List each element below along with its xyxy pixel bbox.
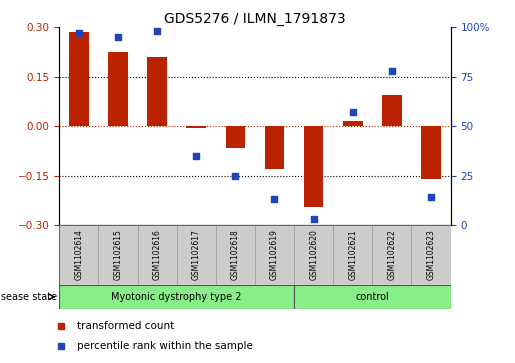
Bar [421,126,441,179]
Bar [59,285,294,309]
Text: GSM1102620: GSM1102620 [309,229,318,281]
Point [349,109,357,115]
Bar [333,225,372,285]
Bar [138,225,177,285]
Point [75,30,83,36]
Bar [343,121,363,126]
Bar [265,126,284,169]
Bar [411,225,451,285]
Bar [186,126,206,128]
Bar [372,225,411,285]
Title: GDS5276 / ILMN_1791873: GDS5276 / ILMN_1791873 [164,12,346,26]
Point [388,68,396,74]
Point [310,216,318,222]
Bar [98,225,138,285]
Bar [382,95,402,126]
Text: GSM1102622: GSM1102622 [387,230,397,280]
Bar [294,225,333,285]
Point [427,195,435,200]
Text: disease state: disease state [0,292,57,302]
Text: Myotonic dystrophy type 2: Myotonic dystrophy type 2 [111,292,242,302]
Text: control: control [355,292,389,302]
Text: GSM1102615: GSM1102615 [113,229,123,281]
Text: GSM1102616: GSM1102616 [152,229,162,281]
Text: GSM1102614: GSM1102614 [74,229,83,281]
Bar [59,225,98,285]
Bar [294,285,451,309]
Point [231,173,239,179]
Text: GSM1102623: GSM1102623 [426,229,436,281]
Point [192,153,200,159]
Bar [304,126,323,207]
Text: percentile rank within the sample: percentile rank within the sample [77,341,253,351]
Text: GSM1102619: GSM1102619 [270,229,279,281]
Bar [177,225,216,285]
Bar [226,126,245,148]
Bar [255,225,294,285]
Bar [69,32,89,126]
Point [270,196,279,202]
Text: GSM1102618: GSM1102618 [231,230,240,280]
Bar [147,57,167,126]
Text: GSM1102617: GSM1102617 [192,229,201,281]
Text: GSM1102621: GSM1102621 [348,230,357,280]
Bar [108,52,128,126]
Point [114,34,122,40]
Point [153,28,161,34]
Bar [216,225,255,285]
Text: transformed count: transformed count [77,321,174,331]
